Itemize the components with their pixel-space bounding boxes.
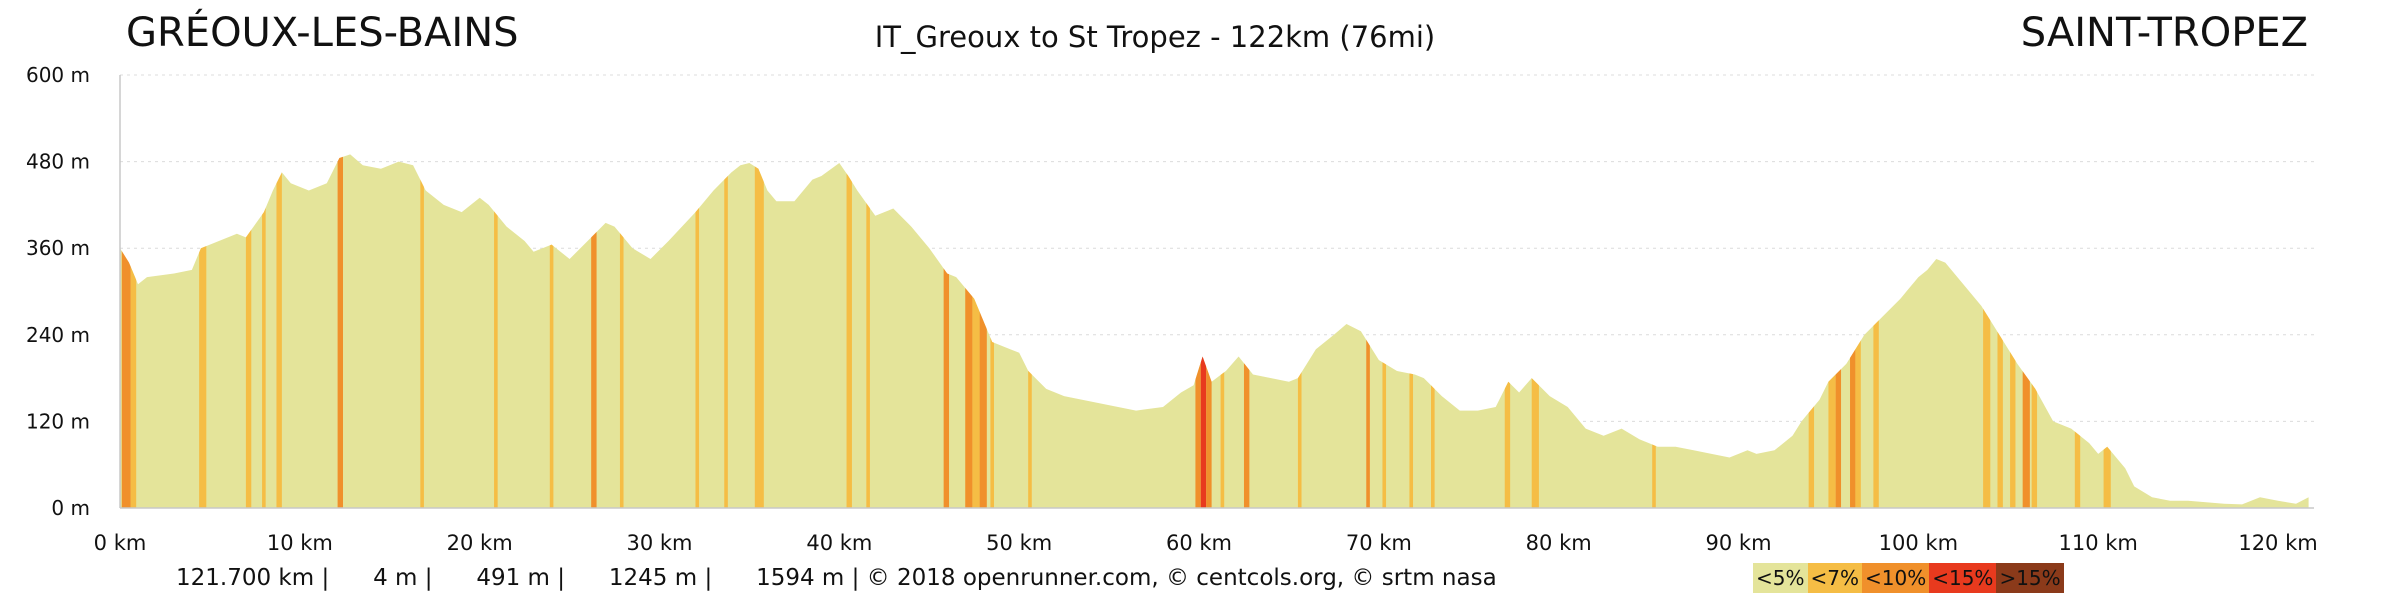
gradient-band	[420, 154, 424, 508]
gradient-band	[1983, 154, 1991, 508]
x-tick-label: 70 km	[1346, 531, 1412, 555]
gradient-band	[866, 154, 870, 508]
gradient-band	[1220, 154, 1225, 508]
x-tick-label: 50 km	[986, 531, 1052, 555]
gradient-band	[972, 154, 980, 508]
x-tick-label: 80 km	[1526, 531, 1592, 555]
legend-item: <5%	[1753, 563, 1808, 593]
gradient-band	[846, 154, 852, 508]
x-tick-label: 100 km	[1879, 531, 1958, 555]
gradient-band	[1409, 154, 1414, 508]
end-town-label: SAINT-TROPEZ	[2020, 10, 2308, 56]
y-tick-label: 600 m	[26, 63, 90, 87]
legend-item: <10%	[1862, 563, 1930, 593]
x-tick-label: 40 km	[806, 531, 872, 555]
start-town-label: GRÉOUX-LES-BAINS	[126, 10, 519, 56]
x-tick-label: 20 km	[447, 531, 513, 555]
gradient-band	[2074, 154, 2081, 508]
x-tick-label: 10 km	[267, 531, 333, 555]
gradient-band	[1855, 154, 1861, 508]
elevation-area	[120, 154, 2309, 508]
gradient-band	[2031, 154, 2038, 508]
gradient-band	[245, 154, 252, 508]
gradient-band	[695, 154, 700, 508]
route-title: IT_Greoux to St Tropez - 122km (76mi)	[874, 20, 1436, 54]
y-tick-label: 120 m	[26, 409, 90, 433]
gradient-band	[494, 154, 498, 508]
gradient-band	[2022, 154, 2030, 508]
gradient-band	[1382, 154, 1387, 508]
gradient-band	[1206, 154, 1212, 508]
gradient-band	[1200, 154, 1207, 508]
gradient-band	[549, 154, 554, 508]
gradient-band	[1504, 154, 1511, 508]
gradient-band	[1652, 154, 1656, 508]
gradient-band	[990, 154, 995, 508]
gradient-band	[1531, 154, 1539, 508]
gradient-band	[1873, 154, 1879, 508]
y-tick-label: 240 m	[26, 323, 90, 347]
legend-item: <7%	[1807, 563, 1862, 593]
gradient-band	[1297, 154, 1302, 508]
y-tick-label: 480 m	[26, 150, 90, 174]
gradient-band	[2010, 154, 2016, 508]
gradient-band	[1243, 154, 1250, 508]
gradient-band	[1366, 154, 1370, 508]
gradient-band	[724, 154, 728, 508]
gradient-band	[1808, 154, 1815, 508]
legend-item: <15%	[1929, 563, 1997, 593]
gradient-band	[276, 154, 282, 508]
gradient-band	[943, 154, 950, 508]
gradient-band	[1828, 154, 1836, 508]
gradient-band	[619, 154, 624, 508]
gradient-band	[1997, 154, 2003, 508]
gradient-band	[1195, 154, 1201, 508]
legend-item: >15%	[1996, 563, 2064, 593]
gradient-band	[337, 154, 343, 508]
x-tick-label: 110 km	[2059, 531, 2138, 555]
gradient-band	[979, 154, 987, 508]
gradient-band	[130, 154, 137, 508]
x-tick-label: 30 km	[627, 531, 693, 555]
gradient-band	[754, 154, 764, 508]
gradient-band	[1028, 154, 1032, 508]
gradient-band	[262, 154, 266, 508]
gradient-legend: <5% <7% <10% <15% >15%	[1753, 563, 2064, 593]
gradient-band	[1850, 154, 1856, 508]
x-tick-label: 120 km	[2238, 531, 2317, 555]
gradient-band	[1431, 154, 1435, 508]
x-tick-label: 90 km	[1706, 531, 1772, 555]
x-tick-label: 0 km	[94, 531, 147, 555]
y-tick-label: 0 m	[51, 496, 90, 520]
y-tick-label: 360 m	[26, 236, 90, 260]
route-stats-line: 121.700 km | 4 m | 491 m | 1245 m | 1594…	[176, 565, 1497, 591]
gradient-band	[965, 154, 973, 508]
gradient-band	[591, 154, 597, 508]
gradient-band	[1835, 154, 1842, 508]
gradient-band	[199, 154, 207, 508]
gradient-band	[121, 154, 131, 508]
x-tick-label: 60 km	[1166, 531, 1232, 555]
gradient-band	[2103, 154, 2111, 508]
